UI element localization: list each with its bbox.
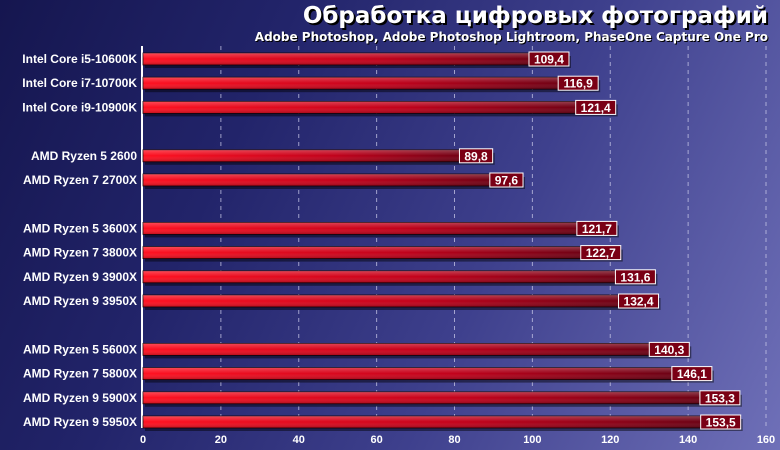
value-label-box bbox=[700, 414, 742, 430]
category-label: AMD Ryzen 5 5600X bbox=[23, 342, 137, 356]
bar-highlight bbox=[143, 270, 656, 283]
bar-highlight bbox=[143, 343, 690, 356]
value-label-box bbox=[580, 245, 622, 261]
category-label: AMD Ryzen 9 3950X bbox=[23, 294, 137, 308]
value-label-box bbox=[614, 269, 656, 285]
x-tick-label: 80 bbox=[448, 434, 460, 446]
value-label: 153,5 bbox=[706, 416, 736, 430]
value-label-box bbox=[458, 148, 494, 164]
x-tick-label: 100 bbox=[523, 434, 541, 446]
value-label: 132,4 bbox=[624, 295, 654, 309]
value-label-box bbox=[576, 220, 618, 236]
bar-highlight bbox=[143, 174, 524, 186]
value-label: 140,3 bbox=[654, 343, 684, 357]
category-label: AMD Ryzen 7 2700X bbox=[23, 173, 137, 187]
value-label-box bbox=[489, 172, 524, 188]
category-label: AMD Ryzen 9 5900X bbox=[23, 391, 137, 405]
value-label-box bbox=[648, 341, 690, 357]
value-label-box bbox=[575, 99, 617, 115]
category-label: AMD Ryzen 7 3800X bbox=[23, 246, 137, 260]
value-label: 121,4 bbox=[581, 101, 611, 115]
category-label: AMD Ryzen 5 3600X bbox=[23, 221, 137, 235]
value-label: 97,6 bbox=[495, 174, 519, 188]
value-label-box bbox=[671, 366, 713, 382]
bar-highlight bbox=[143, 367, 712, 380]
category-label: AMD Ryzen 7 5800X bbox=[23, 367, 137, 381]
x-tick-label: 120 bbox=[601, 434, 619, 446]
x-tick-label: 60 bbox=[371, 434, 383, 446]
chart-title: Обработка цифровых фотографий bbox=[302, 3, 768, 29]
x-tick-label: 140 bbox=[679, 434, 697, 446]
bar-highlight bbox=[143, 77, 599, 90]
category-label: Intel Core i7-10700K bbox=[22, 76, 137, 90]
bar-highlight bbox=[143, 295, 659, 307]
value-label-box bbox=[557, 75, 599, 91]
value-label-box bbox=[699, 390, 741, 406]
category-label: AMD Ryzen 9 5950X bbox=[23, 415, 137, 429]
bar-highlight bbox=[143, 149, 493, 162]
category-label: AMD Ryzen 5 2600 bbox=[31, 149, 137, 163]
value-label-box bbox=[618, 293, 660, 309]
bar-highlight bbox=[143, 391, 740, 404]
category-label: AMD Ryzen 9 3900X bbox=[23, 270, 137, 284]
category-label: Intel Core i9-10900K bbox=[22, 100, 137, 114]
x-tick-label: 0 bbox=[140, 434, 146, 446]
x-tick-label: 40 bbox=[293, 434, 305, 446]
bar-highlight bbox=[143, 101, 616, 114]
value-label: 122,7 bbox=[586, 246, 616, 260]
value-label: 121,7 bbox=[582, 222, 612, 236]
bar-highlight bbox=[143, 246, 621, 259]
value-label: 116,9 bbox=[563, 77, 593, 91]
value-label: 153,3 bbox=[705, 391, 735, 405]
value-label: 146,1 bbox=[677, 367, 707, 381]
x-tick-label: 160 bbox=[757, 434, 775, 446]
x-tick-label: 20 bbox=[215, 434, 227, 446]
category-label: Intel Core i5-10600K bbox=[22, 52, 137, 66]
value-label: 109,4 bbox=[534, 53, 564, 67]
value-label: 131,6 bbox=[620, 270, 650, 284]
bar-highlight bbox=[143, 416, 741, 428]
bar-highlight bbox=[143, 222, 617, 235]
chart-subtitle: Adobe Photoshop, Adobe Photoshop Lightro… bbox=[254, 30, 768, 44]
value-label: 89,8 bbox=[464, 149, 488, 163]
value-label-box bbox=[528, 51, 570, 67]
bar-highlight bbox=[143, 53, 569, 65]
